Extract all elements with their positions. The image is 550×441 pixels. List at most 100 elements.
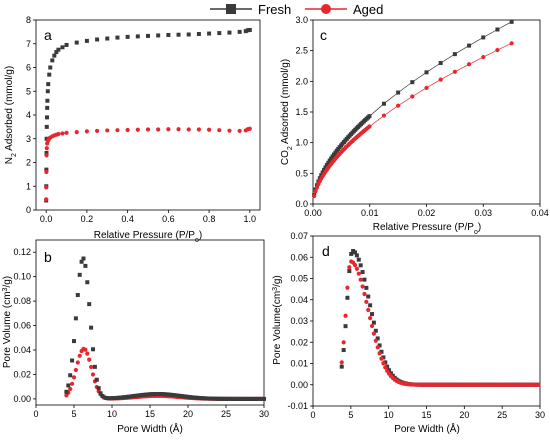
panel-a-xtick-label: 1.0	[244, 214, 257, 224]
panel-c-fresh-point	[452, 52, 457, 57]
panel-d-ytick-label: 0.03	[290, 316, 308, 326]
panel-a-fresh-point	[186, 32, 191, 37]
panel-a-aged-point	[44, 169, 49, 175]
panel-a-xtick-label: 0.0	[40, 214, 53, 224]
panel-a-letter: a	[44, 27, 52, 43]
panel-a-fresh-point	[217, 31, 222, 36]
panel-d-fresh-point	[354, 253, 359, 258]
panel-b-aged-point	[87, 357, 92, 362]
panel-c-xtick-label: 0.01	[361, 208, 379, 218]
panel-c-ticks: 0.00 0.01 0.02 0.03 0.04 0.0 0.5 1.0 1.5 2.0 2.5 3.…	[295, 15, 548, 218]
panel-d-ytick-label: 0.07	[290, 231, 308, 241]
panel-b-xtick-label: 10	[107, 409, 117, 419]
panel-a-fresh-point	[44, 167, 49, 172]
panel-d-ytick-label: 0.05	[290, 274, 308, 284]
panel-b-fresh-point	[92, 364, 97, 369]
panel-d-marks	[339, 249, 541, 387]
panel-a-fresh-point	[247, 27, 252, 32]
panel-d-aged-point	[368, 315, 373, 321]
panel-c-aged-point	[410, 94, 415, 99]
panel-d-aged-point	[341, 340, 346, 345]
panel-a-fresh-point	[45, 89, 50, 94]
panel-b-xlabel: Pore Width (Å)	[117, 422, 183, 435]
panel-d-aged-point	[339, 360, 344, 365]
panel-d-aged-point	[375, 345, 380, 350]
panel-d-aged-point	[371, 331, 377, 336]
panel-c-fresh-point	[396, 90, 401, 95]
panel-a-ticks: 0.0 0.2 0.4 0.6 0.8 1.0 0 1 2 3 4 5 6 7 8	[26, 15, 256, 224]
panel-b-ytick-label: 0.10	[13, 272, 31, 282]
panel-a-aged-point	[115, 128, 120, 133]
panel-d-aged-point	[381, 361, 386, 366]
panel-a-aged-point	[60, 131, 65, 136]
panel-c-aged-point	[313, 189, 318, 194]
panel-c-xtick-label: 0.03	[474, 208, 492, 218]
panel-c-aged-point	[312, 193, 317, 199]
panel-a-fresh-point	[44, 115, 49, 120]
panel-a-ytick-label: 3	[26, 134, 31, 144]
panel-d-aged-point	[358, 277, 363, 282]
panel-a-fresh-point	[64, 42, 69, 47]
panel-b-ytick-label: 0.04	[13, 345, 31, 355]
panel-b-aged-point	[89, 364, 94, 370]
panel-d-fresh-point	[368, 303, 373, 308]
panel-b-fresh-point	[94, 377, 99, 382]
panel-b-ytick-label: 0.06	[13, 321, 31, 331]
panel-a-aged-point	[247, 126, 252, 131]
panel-d-aged-point	[347, 265, 352, 270]
panel-a-aged-point	[145, 127, 151, 132]
panel-c-fresh-point	[381, 101, 386, 106]
panel-b-fresh-point	[72, 339, 76, 344]
panel-b-xtick-label: 20	[183, 409, 193, 419]
panel-b-fresh-point	[79, 259, 84, 264]
panel-c-fresh-point	[324, 163, 329, 168]
panel-d-aged-point	[354, 266, 359, 271]
panel-c-xtick-label: 0.04	[531, 208, 549, 218]
panel-c-fresh-point	[495, 27, 500, 32]
panel-b-aged-point	[68, 386, 73, 392]
panel-a-ytick-label: 0	[26, 205, 31, 215]
panel-c-fresh-point	[438, 61, 443, 66]
panel-c-ytick-label: 0.5	[295, 168, 308, 178]
panel-d-aged-point	[364, 299, 369, 305]
panel-a-aged-point	[44, 197, 49, 202]
panel-d-aged-point	[345, 285, 350, 290]
panel-c-aged-point	[452, 69, 457, 74]
panel-d-aged-point	[379, 356, 384, 361]
panel-b-fresh-point	[77, 272, 82, 277]
panel-a-ytick-label: 7	[26, 39, 31, 49]
panel-d-ytick-label: 0.02	[290, 337, 308, 347]
panel-b-ytick-label: 0.12	[13, 247, 31, 257]
panel-a-aged-point	[56, 131, 61, 137]
panel-a-fresh-point	[166, 32, 171, 37]
panel-c-aged-point	[424, 85, 429, 90]
panel-d-fresh-point	[352, 250, 357, 255]
panel-a-fresh-point	[46, 82, 51, 87]
panel-a-fresh-point	[47, 72, 52, 77]
panel-b-xtick-label: 0	[33, 409, 38, 419]
panel-a-aged-point	[196, 127, 202, 132]
panel-c-aged-point	[466, 62, 472, 67]
panel-c-marks	[312, 19, 514, 199]
panel-c-fresh-point	[424, 70, 429, 75]
panel-b-aged-point	[90, 372, 96, 377]
panel-d-xtick-label: 25	[497, 410, 507, 420]
panel-c-fresh-point	[410, 80, 415, 85]
panel-a-fresh-point	[52, 53, 57, 58]
panel-c-ytick-label: 0.0	[295, 199, 308, 209]
panel-c: c 0.00 0.01 0.02 0.03 0.04 0.0 0.5 1.0 1.5 2.0 2.5…	[280, 15, 549, 236]
panel-a-fresh-point	[84, 38, 89, 43]
panel-a-aged-point	[206, 127, 212, 132]
panel-d-fresh-point	[345, 295, 350, 300]
panel-d-xtick-label: 0	[310, 410, 315, 420]
panel-b-fresh-point	[68, 373, 73, 378]
panel-a-fresh-point	[60, 45, 65, 50]
panel-d-fresh-point	[381, 355, 386, 360]
panel-d-aged-point	[356, 271, 361, 276]
panel-c-frame	[312, 19, 541, 205]
panel-a-fresh-point	[125, 34, 130, 39]
panel-d-fresh-point	[375, 336, 380, 341]
panel-c-aged-point	[481, 54, 486, 60]
panel-b-fresh-point	[66, 383, 71, 388]
panel-d-ytick-label: -0.01	[287, 401, 308, 411]
